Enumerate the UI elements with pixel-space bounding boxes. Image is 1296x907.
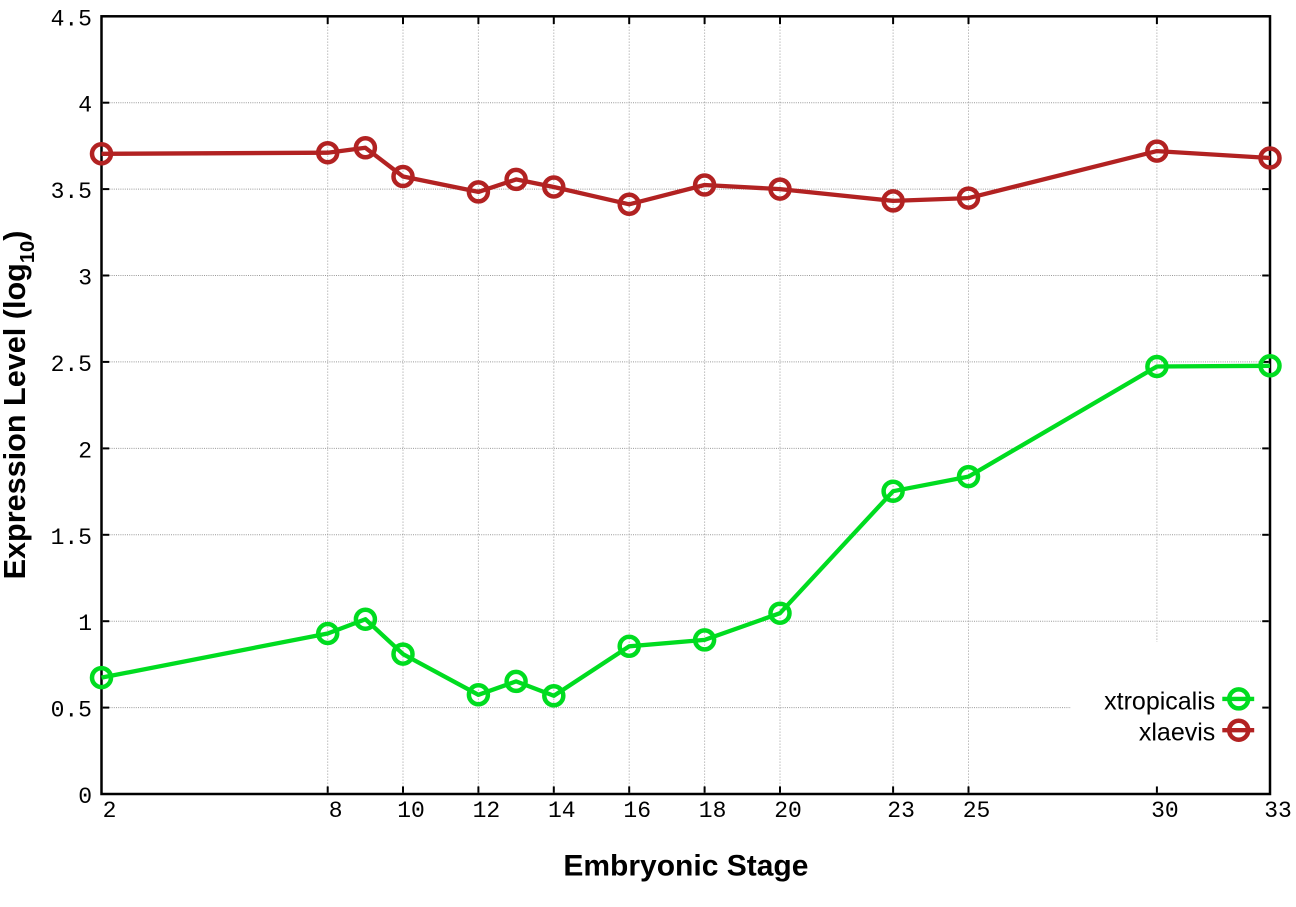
svg-text:2: 2 xyxy=(78,438,92,464)
svg-text:3.5: 3.5 xyxy=(51,179,92,205)
svg-text:23: 23 xyxy=(887,798,915,824)
svg-text:25: 25 xyxy=(963,798,991,824)
svg-text:Embryonic Stage: Embryonic Stage xyxy=(563,850,808,883)
svg-text:1.5: 1.5 xyxy=(51,525,92,551)
svg-text:18: 18 xyxy=(699,798,727,824)
svg-text:20: 20 xyxy=(774,798,802,824)
svg-text:2.5: 2.5 xyxy=(51,352,92,378)
svg-text:14: 14 xyxy=(548,798,576,824)
svg-text:xlaevis: xlaevis xyxy=(1139,719,1215,747)
svg-text:4.5: 4.5 xyxy=(51,6,92,32)
svg-text:1: 1 xyxy=(78,611,92,637)
svg-text:10: 10 xyxy=(397,798,425,824)
svg-text:4: 4 xyxy=(78,93,92,119)
svg-text:0: 0 xyxy=(78,784,92,810)
svg-text:30: 30 xyxy=(1151,798,1179,824)
svg-text:16: 16 xyxy=(623,798,651,824)
svg-text:0.5: 0.5 xyxy=(51,698,92,724)
svg-text:8: 8 xyxy=(329,798,343,824)
svg-text:33: 33 xyxy=(1264,798,1292,824)
svg-text:12: 12 xyxy=(473,798,501,824)
svg-text:2: 2 xyxy=(103,798,117,824)
svg-text:xtropicalis: xtropicalis xyxy=(1104,687,1215,715)
svg-text:3: 3 xyxy=(78,266,92,292)
